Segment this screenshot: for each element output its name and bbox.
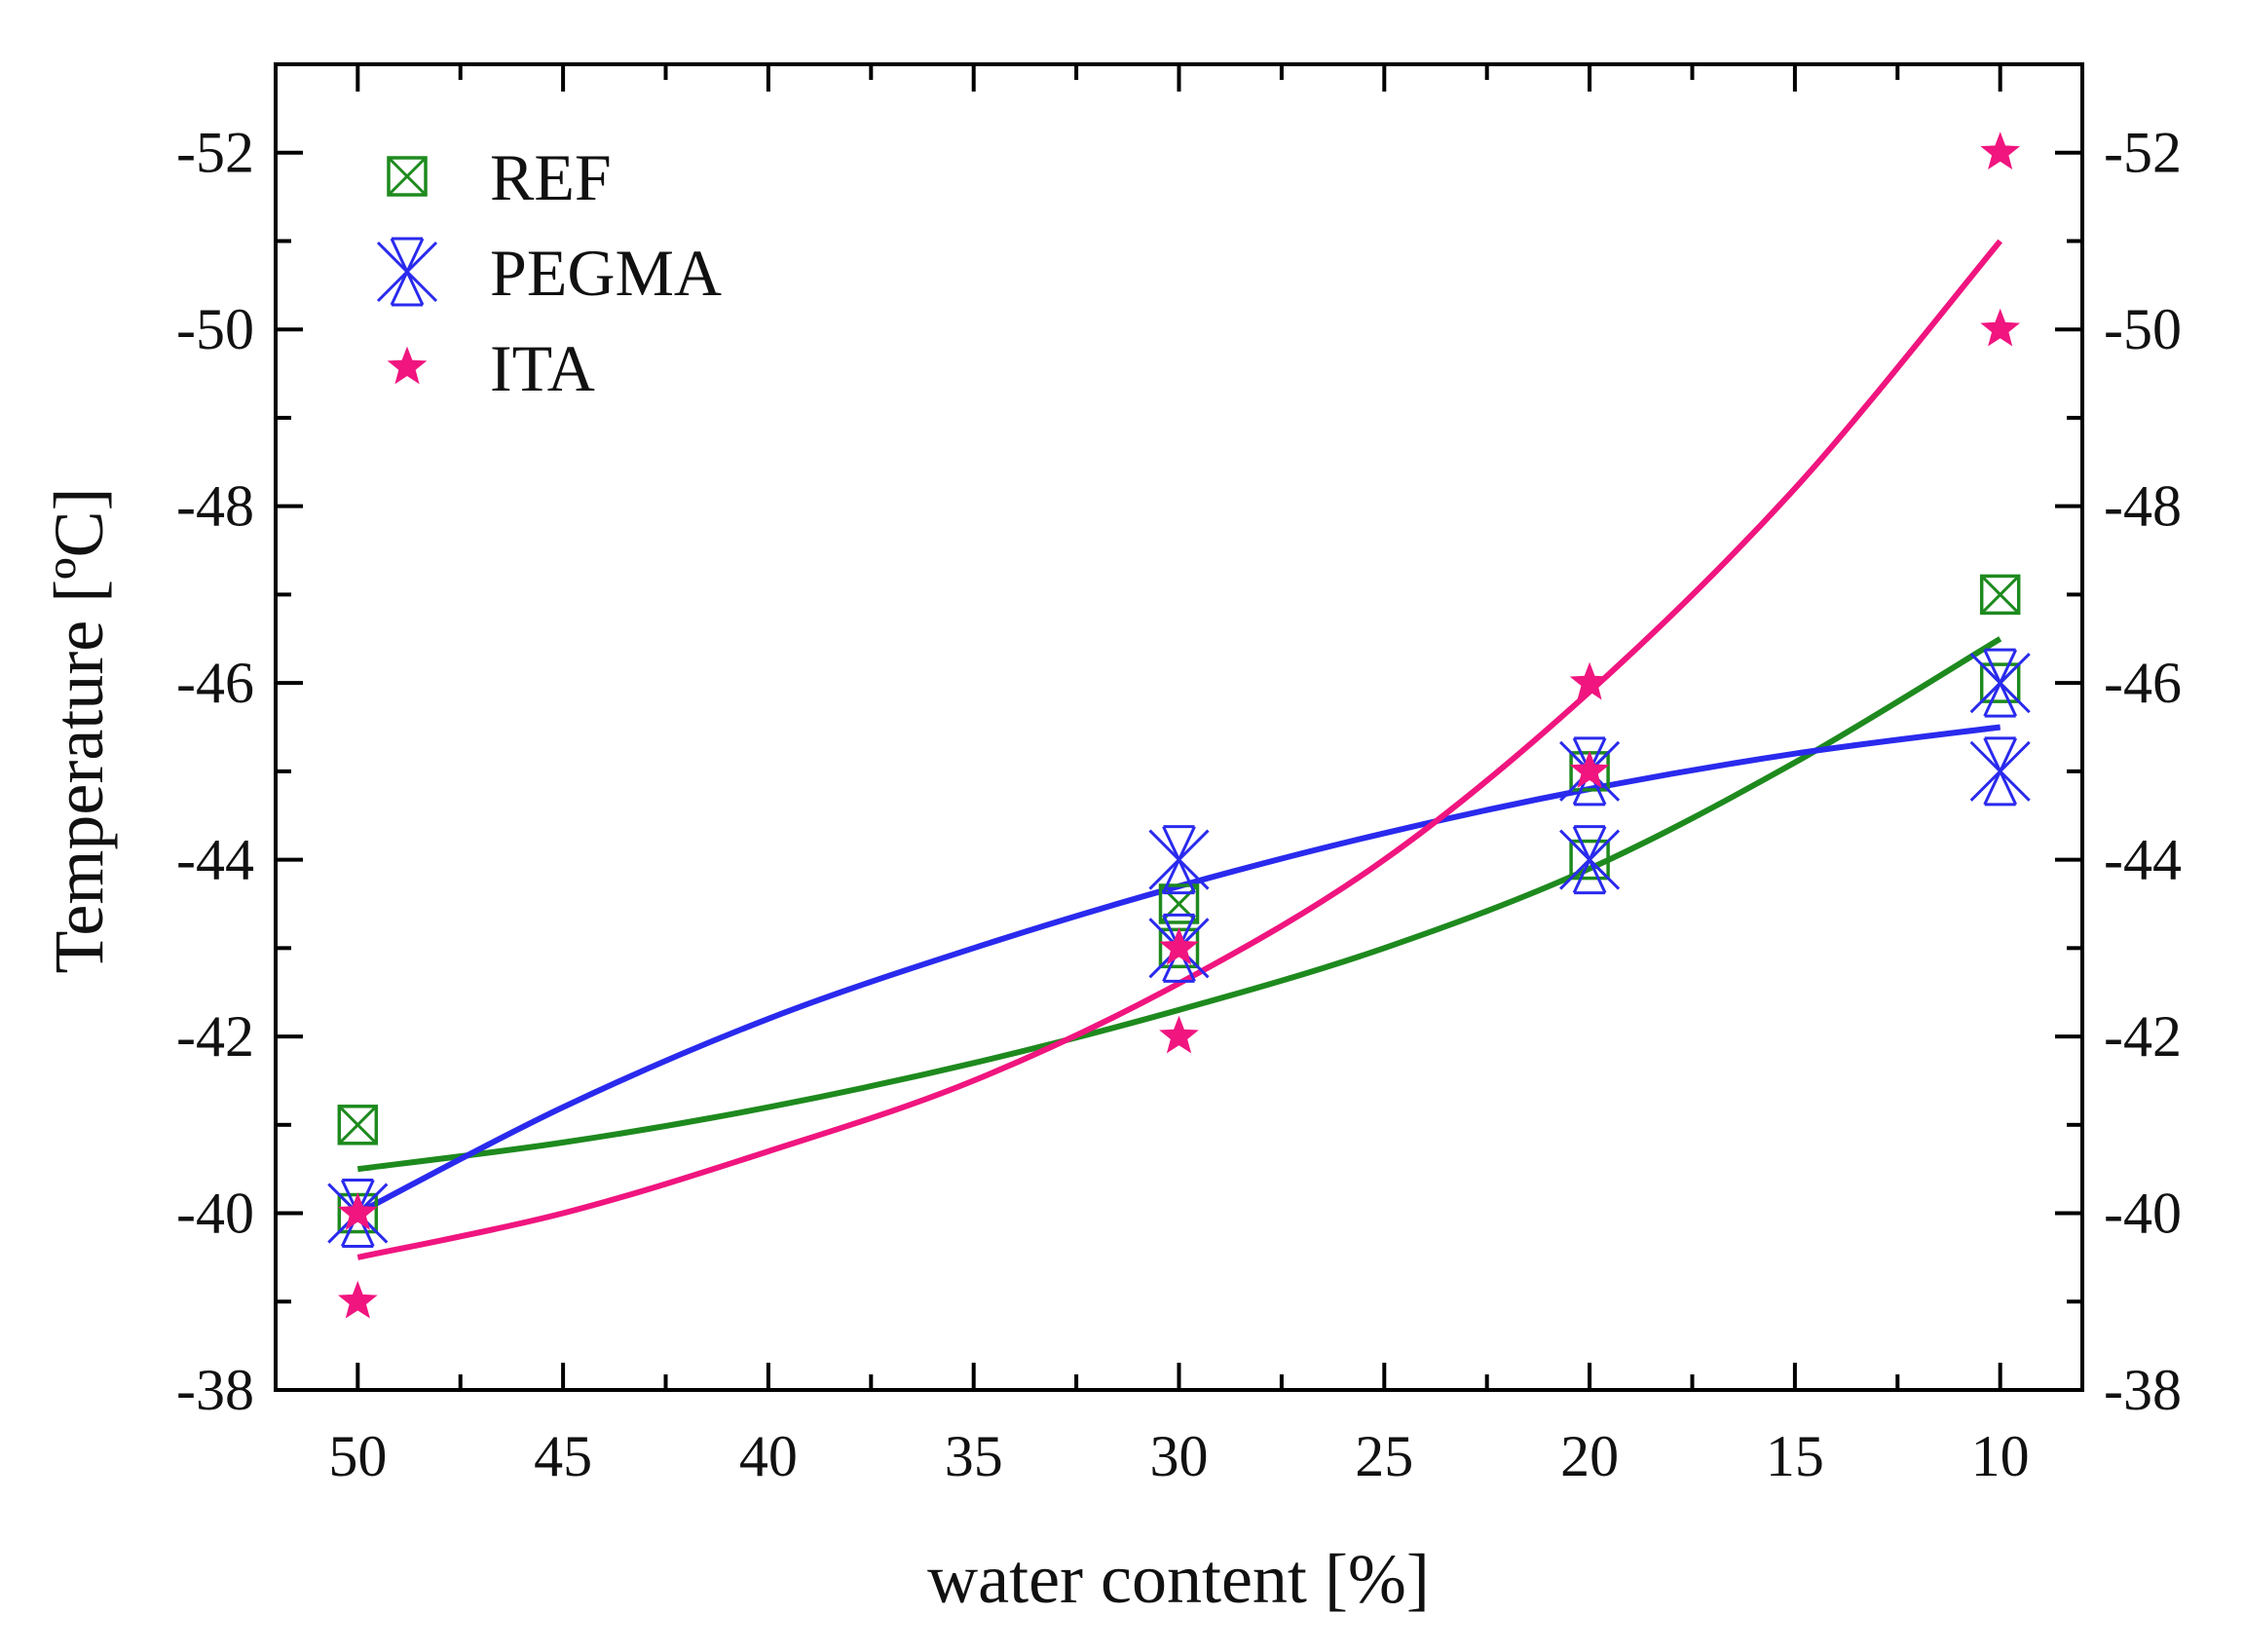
y-tick-label-left: -40 <box>176 1182 254 1246</box>
point-ita <box>1980 131 2021 170</box>
point-ita <box>1569 750 1610 789</box>
y-tick-label-right: -48 <box>2104 474 2182 539</box>
x-tick-label: 40 <box>739 1424 798 1488</box>
x-tick-label: 35 <box>945 1424 1003 1488</box>
y-tick-label-right: -50 <box>2104 297 2182 361</box>
y-tick-label-right: -38 <box>2104 1358 2182 1422</box>
point-ita <box>337 1280 378 1319</box>
point-ref <box>1979 574 2021 616</box>
y-tick-label-right: -40 <box>2104 1182 2182 1246</box>
point-pegma <box>1559 825 1621 895</box>
legend-item-pegma: PEGMA <box>376 236 722 310</box>
y-tick-label-left: -44 <box>176 828 254 892</box>
legend-item-ita: ITA <box>387 331 595 405</box>
y-tick-label-left: -50 <box>176 297 254 361</box>
legend-label: PEGMA <box>490 236 722 310</box>
point-ita <box>1159 1015 1199 1054</box>
y-tick-label-right: -44 <box>2104 828 2182 892</box>
point-ita <box>1980 308 2021 347</box>
legend-marker-pegma <box>376 237 438 307</box>
x-tick-label: 20 <box>1560 1424 1619 1488</box>
tick-labels: 50 45 40 35 30 25 20 15 10 -38 -38 -40 -40 -42 -42 -44 -… <box>176 121 2182 1488</box>
legend-label: REF <box>490 140 612 214</box>
x-tick-label: 30 <box>1150 1424 1209 1488</box>
point-ref <box>337 1105 379 1145</box>
y-tick-label-left: -38 <box>176 1358 254 1422</box>
legend-item-ref: REF <box>387 140 612 214</box>
fit-line-ref <box>356 636 2002 1173</box>
y-axis-title: Temperature [ºC] <box>40 487 118 973</box>
y-tick-label-left: -48 <box>176 474 254 539</box>
legend: REF PEGMA ITA <box>376 140 722 405</box>
axis-ticks <box>276 64 2082 1392</box>
y-tick-label-right: -42 <box>2104 1004 2182 1069</box>
data-points <box>327 131 2031 1319</box>
x-tick-label: 25 <box>1355 1424 1413 1488</box>
x-tick-label: 50 <box>328 1424 387 1488</box>
x-tick-label: 10 <box>1971 1424 2030 1488</box>
legend-marker-ita <box>387 346 428 385</box>
y-tick-label-left: -46 <box>176 651 254 715</box>
y-tick-label-left: -52 <box>176 121 254 185</box>
point-ita <box>1159 926 1199 965</box>
point-ita <box>1569 661 1610 700</box>
x-axis-title: water content [%] <box>927 1540 1430 1618</box>
fit-line-ita <box>356 239 2003 1260</box>
y-tick-label-right: -46 <box>2104 651 2182 715</box>
y-tick-label-right: -52 <box>2104 121 2182 185</box>
x-tick-label: 15 <box>1766 1424 1824 1488</box>
point-pegma <box>1969 648 2031 718</box>
legend-label: ITA <box>490 331 595 405</box>
y-tick-label-left: -42 <box>176 1004 254 1069</box>
point-pegma <box>1969 736 2031 807</box>
legend-marker-ref <box>387 156 428 197</box>
point-ita <box>337 1192 378 1230</box>
x-tick-label: 45 <box>534 1424 592 1488</box>
point-pegma <box>1148 825 1210 895</box>
